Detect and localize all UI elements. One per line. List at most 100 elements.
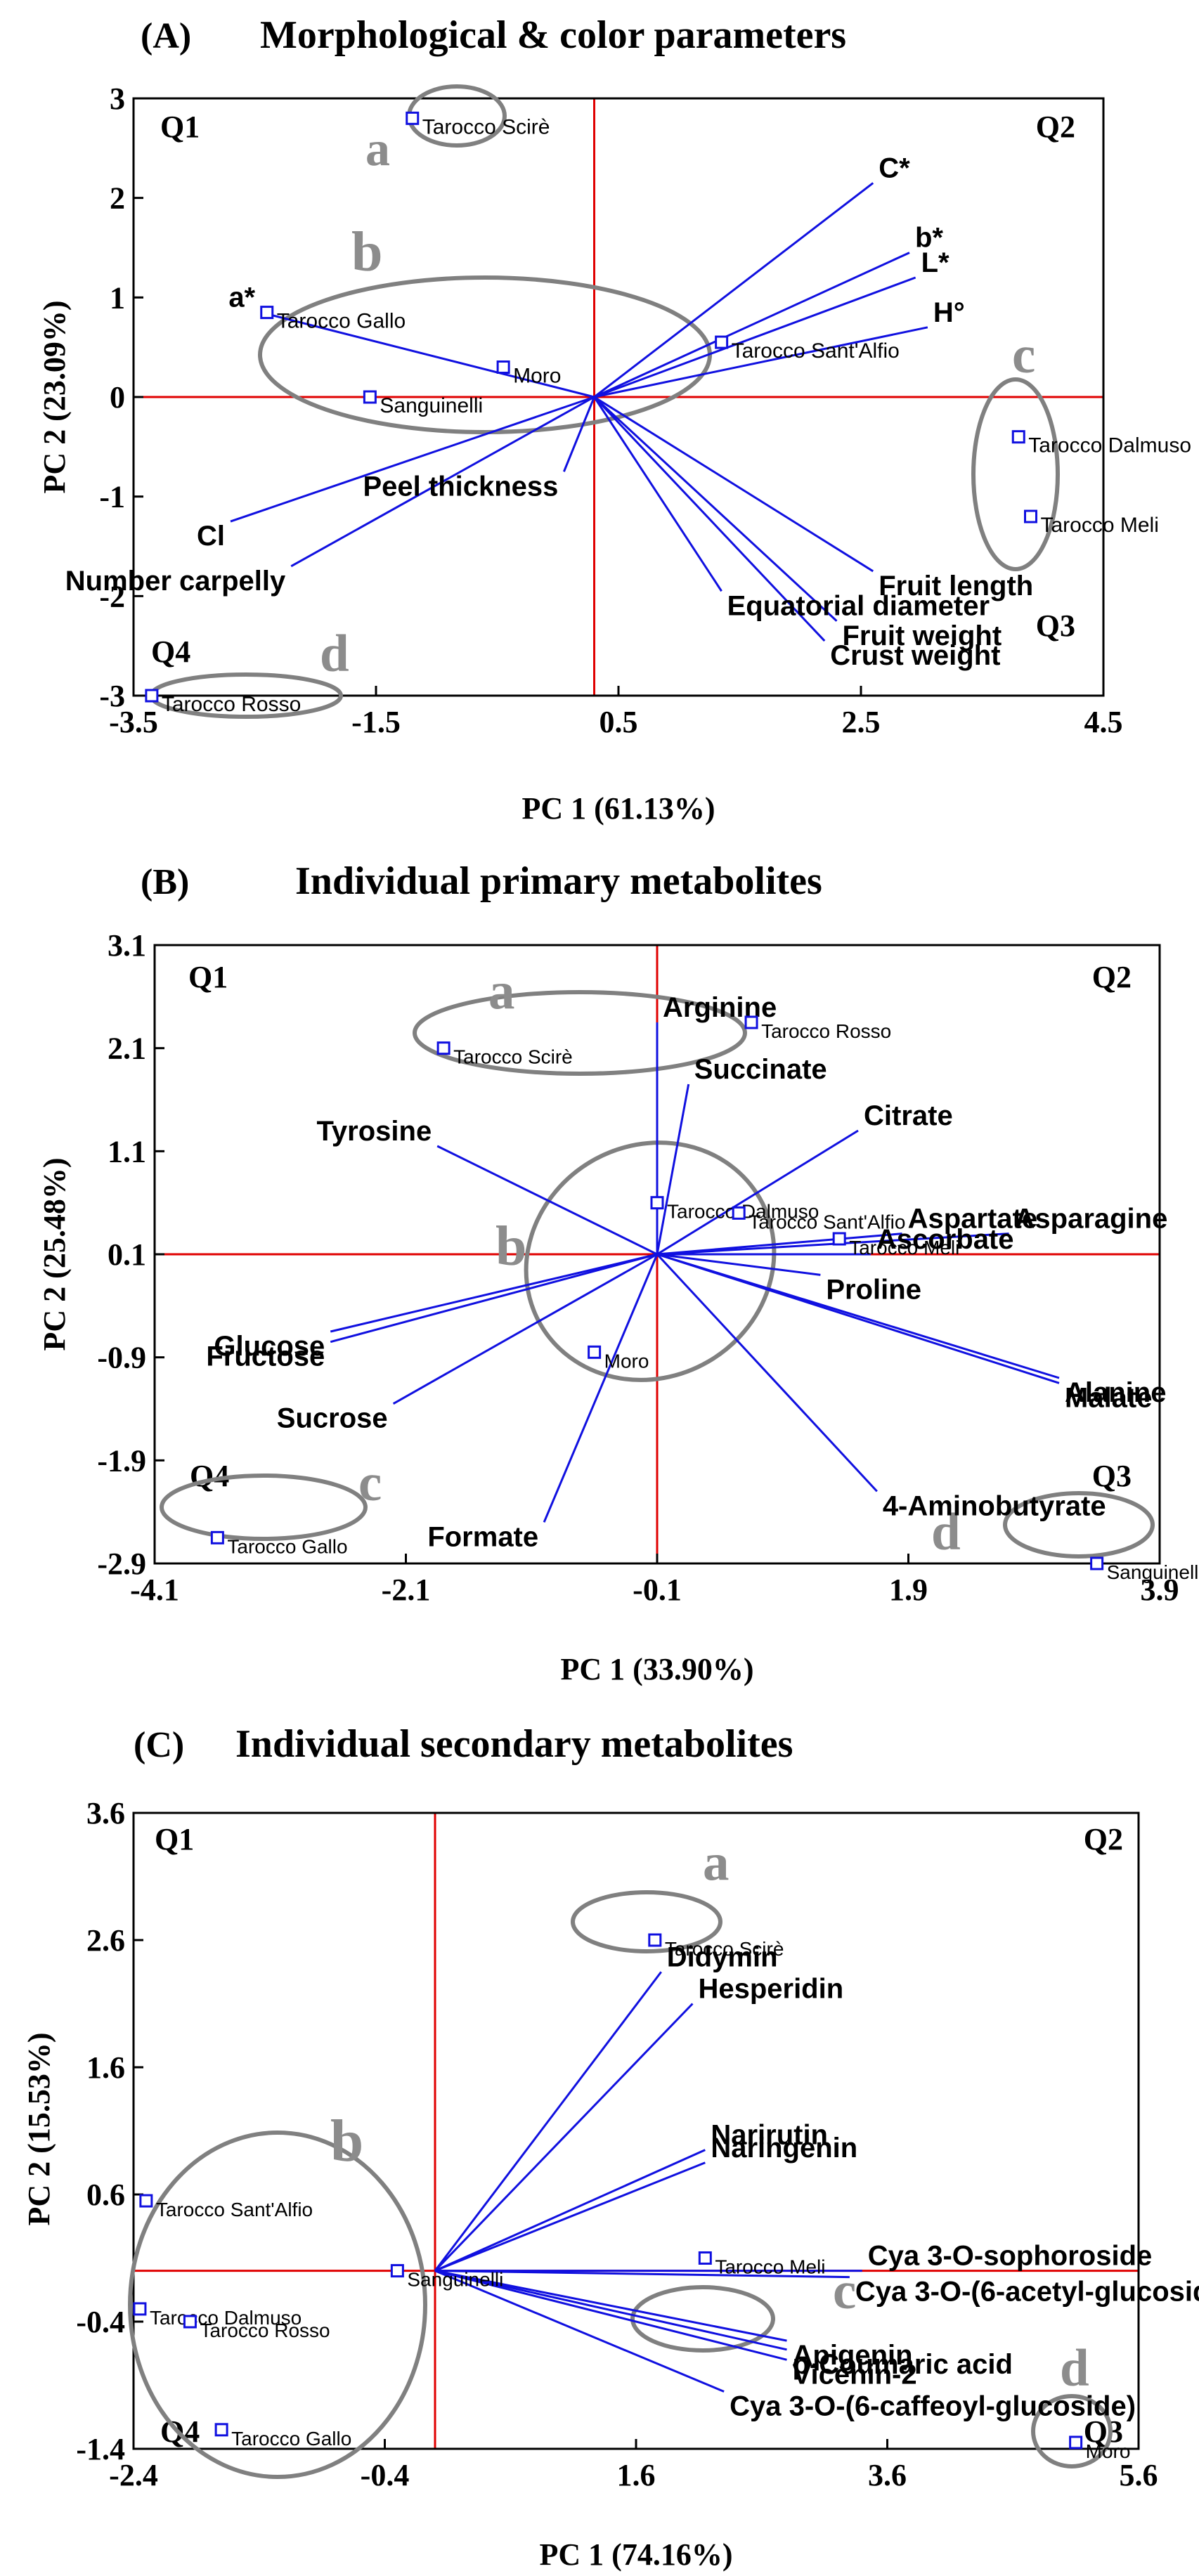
loading-label: Asparagine: [1015, 1204, 1168, 1235]
y-tick-label: 3.1: [108, 928, 146, 963]
quadrant-q2: Q2: [1092, 960, 1132, 994]
chart-c: (C) Individual secondary metabolites PC …: [22, 1722, 1199, 2572]
loading-vector: [593, 252, 910, 398]
loading-label: p-Coumaric acid: [793, 2349, 1013, 2380]
group-ellipse: [630, 2285, 775, 2353]
loading-vector: [593, 396, 722, 592]
loading-vector: [436, 1145, 658, 1256]
quadrant-q4: Q4: [190, 1459, 229, 1493]
panel-letter: (C): [134, 1725, 184, 1765]
group-ellipse: [971, 377, 1060, 571]
loading-label: b*: [915, 223, 943, 254]
group-ellipse: [1031, 2394, 1113, 2468]
sample-label: Sanguinelli: [407, 2269, 503, 2291]
loading-label: Aspartate: [908, 1204, 1038, 1235]
x-axis-label: PC 1 (61.13%): [522, 791, 715, 826]
loading-vector: [656, 1084, 690, 1255]
x-tick-label: -1.5: [351, 705, 401, 739]
sample-point: [139, 2194, 153, 2208]
group-ellipse: [571, 1890, 722, 1953]
loading-vector: [656, 1129, 859, 1256]
y-tick-label: -3: [99, 679, 125, 713]
chart-title: Individual primary metabolites: [295, 859, 822, 903]
y-tick-label: -2: [99, 579, 125, 613]
sample-point: [183, 2315, 197, 2329]
group-ellipse: [413, 990, 747, 1076]
sample-label: Sanguinelli: [1107, 1561, 1199, 1583]
sample-label: Sanguinelli: [380, 394, 483, 417]
sample-points: Tarocco Scirè Tarocco Gallo Moro Sanguinell…: [145, 111, 1191, 716]
sample-point: [1090, 1556, 1104, 1570]
group-c: c: [160, 1454, 382, 1541]
sample-label: Tarocco Gallo: [231, 2428, 351, 2450]
sample-point: [1024, 509, 1037, 523]
sample-label: Tarocco Gallo: [277, 310, 406, 333]
loading-label: Fructose: [206, 1341, 325, 1372]
group-label: d: [320, 625, 349, 683]
x-tick-label: 3.9: [1141, 1573, 1179, 1607]
sample-label: Tarocco Meli: [1041, 514, 1159, 537]
loading-vector: [260, 311, 595, 398]
sample-label: Tarocco Sant'Alfio: [156, 2199, 313, 2220]
loading-label: Formate: [427, 1521, 538, 1552]
loading-vector: [434, 2161, 706, 2272]
group-d: d: [1031, 2339, 1113, 2468]
sample-label: Tarocco Sant'Alfio: [748, 1211, 905, 1232]
group-label: d: [931, 1503, 961, 1561]
sample-points: Tarocco Scirè Tarocco Meli Moro Tarocco San…: [133, 1933, 1131, 2462]
y-tick-label: 1.6: [86, 2050, 125, 2085]
loading-vector: [434, 2003, 694, 2272]
loading-label: Cl: [197, 521, 225, 552]
loading-vector: [594, 326, 928, 398]
sample-label: Tarocco Dalmuso: [1028, 434, 1191, 457]
loading-vector: [330, 1253, 658, 1344]
sample-label: Tarocco Rosso: [162, 693, 301, 716]
loading-label: Cya 3-O-(6-caffeoyl-glucoside): [730, 2391, 1136, 2422]
sample-point: [648, 1933, 662, 1947]
group-label: a: [365, 122, 390, 176]
group-ellipse: [160, 1474, 368, 1541]
x-tick-label: -4.1: [130, 1573, 179, 1607]
x-tick-label: 2.5: [842, 705, 881, 739]
x-tick-label: -0.1: [633, 1573, 682, 1607]
group-ellipse: [128, 2131, 427, 2479]
loading-vectors: Arginine Succinate Citrate Tyrosine Aspartat…: [206, 992, 1167, 1552]
sample-label: Tarocco Scirè: [453, 1046, 573, 1068]
sample-label: Moro: [1086, 2440, 1131, 2462]
group-d: d: [931, 1491, 1155, 1561]
loading-label: Hesperidin: [698, 1974, 843, 2005]
y-tick-label: 3: [110, 82, 125, 116]
x-tick-label: 0.5: [600, 705, 638, 739]
y-tick-label: 1.1: [108, 1134, 146, 1169]
loading-vector: [593, 182, 874, 398]
quadrant-q1: Q1: [160, 110, 200, 144]
sample-point: [210, 1530, 224, 1544]
axis-ticks: -4.1 -2.1 -0.1 1.9 3.9 -2.9 -1.9 -0.9 0.1 1.1 2.1 3…: [97, 928, 1179, 1607]
loading-vector: [656, 1253, 1060, 1384]
y-tick-label: 0.1: [108, 1237, 146, 1272]
loading-vector: [593, 396, 838, 622]
loading-label: Didymin: [667, 1941, 778, 1972]
sample-point: [698, 2251, 712, 2265]
y-tick-label: 2: [110, 181, 125, 216]
panel-b: (B) Individual primary metabolites PC 1 …: [0, 829, 1199, 1686]
sample-label: Tarocco Rosso: [200, 2320, 330, 2341]
x-tick-label: -0.4: [361, 2458, 410, 2492]
loading-label: Alanine: [1065, 1377, 1166, 1408]
loading-label: Naringenin: [711, 2133, 857, 2164]
y-tick-label: -1: [99, 480, 125, 514]
sample-label: Tarocco Scirè: [422, 115, 550, 138]
sample-point: [588, 1345, 602, 1359]
quadrant-q2: Q2: [1084, 1822, 1123, 1856]
sample-label: Tarocco Rosso: [761, 1020, 891, 1042]
sample-label: Tarocco Meli: [715, 2256, 825, 2278]
x-tick-label: -2.1: [382, 1573, 431, 1607]
group-label: a: [703, 1833, 730, 1892]
loading-label: Cya 3-O-sophoroside: [868, 2241, 1153, 2272]
quadrant-q2: Q2: [1036, 110, 1075, 144]
group-c: c: [971, 326, 1060, 571]
loading-label: a*: [228, 282, 255, 313]
group-a: a: [571, 1833, 730, 1953]
loading-label: Equatorial diameter: [727, 590, 990, 621]
